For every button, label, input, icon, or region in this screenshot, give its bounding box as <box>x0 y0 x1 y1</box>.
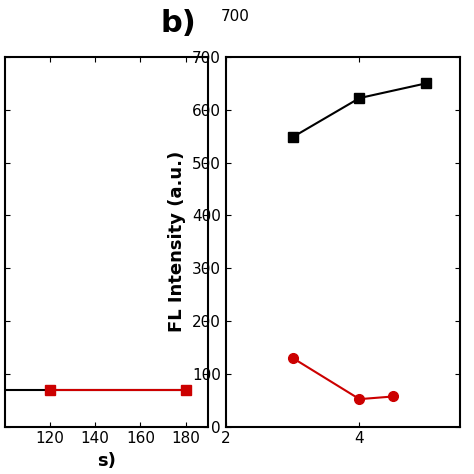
Text: b): b) <box>160 9 196 38</box>
Y-axis label: FL Intensity (a.u.): FL Intensity (a.u.) <box>168 151 186 332</box>
Text: s): s) <box>97 453 116 471</box>
Text: 700: 700 <box>221 9 250 24</box>
